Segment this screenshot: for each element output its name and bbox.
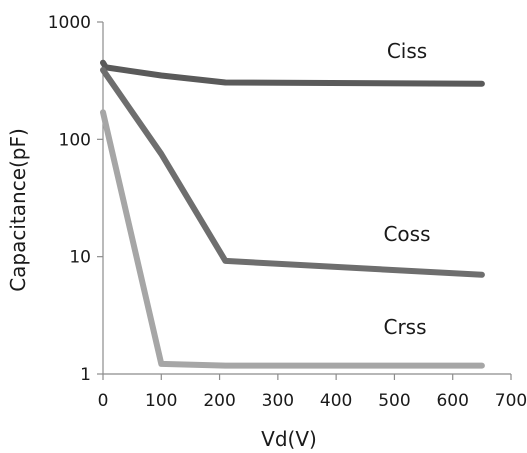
x-axis-title: Vd(V) [261, 427, 317, 451]
series-labels: Ciss Coss Crss [383, 39, 430, 339]
y-tick-label: 1 [80, 365, 91, 385]
x-tick-label: 100 [145, 391, 177, 411]
x-tick-label: 700 [495, 391, 527, 411]
series-line-crss [100, 109, 485, 369]
x-tick-label: 0 [98, 391, 109, 411]
series-label-crss: Crss [383, 315, 426, 339]
x-axis-ticks: 0 100 200 300 400 500 600 700 [98, 374, 527, 411]
x-tick-label: 300 [262, 391, 294, 411]
y-tick-label: 10 [69, 248, 91, 268]
y-tick-label: 1000 [48, 13, 91, 33]
series-label-ciss: Ciss [387, 39, 427, 63]
y-axis-title: Capacitance(pF) [6, 128, 30, 292]
x-tick-label: 400 [320, 391, 352, 411]
y-axis-ticks: 1 10 100 1000 [48, 13, 103, 385]
y-tick-label: 100 [59, 130, 91, 150]
x-tick-label: 500 [378, 391, 410, 411]
axes [102, 22, 511, 375]
series-line-coss [100, 67, 485, 278]
series-line-ciss [100, 59, 485, 87]
x-tick-label: 200 [203, 391, 235, 411]
series-label-coss: Coss [383, 222, 430, 246]
series-lines [100, 59, 485, 369]
x-tick-label: 600 [436, 391, 468, 411]
